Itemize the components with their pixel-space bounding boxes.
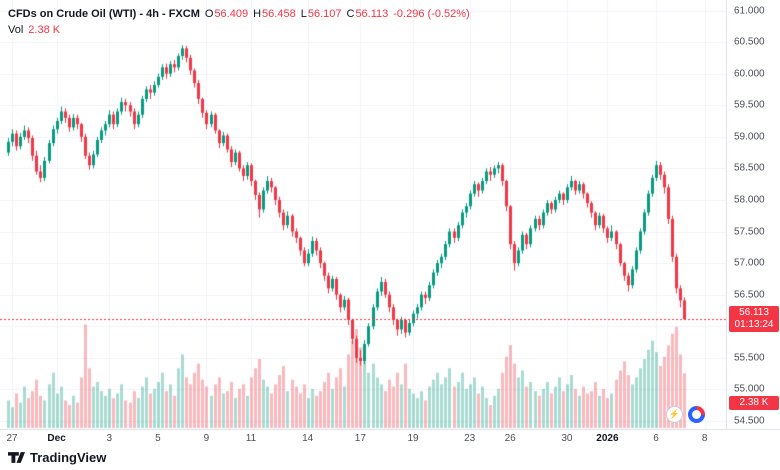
time-axis-label: 17 — [354, 433, 366, 444]
change-value: -0.296 (-0.52%) — [393, 8, 470, 20]
price-tick-label: 60.000 — [734, 68, 765, 80]
time-axis-label: 27 — [6, 433, 18, 444]
price-tick-label: 54.500 — [734, 415, 765, 427]
close-value: 56.113 — [355, 8, 389, 20]
open-value: 56.409 — [214, 8, 249, 20]
time-axis-label: 26 — [504, 433, 516, 444]
symbol-title[interactable]: CFDs on Crude Oil (WTI) - 4h - FXCM — [8, 8, 200, 20]
price-tick-label: 57.000 — [734, 257, 765, 269]
low-label: L — [300, 8, 307, 20]
time-axis-label: 6 — [653, 433, 659, 444]
market-gauge-icon[interactable] — [688, 406, 705, 423]
time-axis-label: 9 — [203, 433, 210, 444]
time-axis-label: 2026 — [596, 433, 619, 444]
volume-label: Vol — [8, 24, 24, 36]
lightning-icon: ⚡ — [668, 409, 681, 419]
price-tick-label: 61.000 — [734, 5, 765, 16]
price-tick-label: 60.500 — [734, 36, 765, 48]
close-label: C — [346, 8, 355, 20]
time-axis-label: Dec — [47, 433, 66, 444]
low-value: 56.107 — [307, 8, 342, 20]
price-tick-label: 58.500 — [734, 162, 765, 174]
time-axis-label: 5 — [155, 433, 161, 444]
time-axis-label: 19 — [407, 433, 419, 444]
time-axis-label: 11 — [245, 433, 257, 444]
price-tick-label: 58.000 — [734, 194, 765, 206]
time-axis-label: 3 — [106, 433, 113, 444]
last-price-badge: 56.113 01:13:24 — [729, 306, 779, 333]
price-axis[interactable]: 56.113 01:13:24 2.38 K 61.000 60.500 60.00… — [726, 0, 780, 429]
high-label: H — [253, 8, 262, 20]
chart-pane-canvas[interactable] — [0, 0, 726, 429]
price-tick-label: 59.500 — [734, 99, 765, 111]
last-volume-badge: 2.38 K — [729, 396, 779, 410]
fast-market-lightning-icon[interactable]: ⚡ — [666, 406, 683, 423]
time-axis-label: 23 — [464, 433, 476, 444]
time-axis-label: 14 — [302, 433, 314, 444]
price-tick-label: 57.500 — [734, 226, 765, 238]
bar-countdown: 01:13:24 — [734, 319, 774, 331]
tradingview-logo-text: TradingView — [30, 450, 107, 465]
open-label: O — [204, 8, 214, 20]
symbol-legend: CFDs on Crude Oil (WTI) - 4h - FXCM O 56.… — [8, 6, 470, 38]
price-tick-label: 56.500 — [734, 289, 765, 301]
chart-status-icons: ⚡ — [666, 406, 705, 423]
high-value: 56.458 — [262, 8, 296, 20]
price-tick-label: 59.000 — [734, 131, 765, 143]
time-axis-label: 8 — [701, 433, 708, 444]
tradingview-logo[interactable]: TradingView — [8, 450, 106, 465]
legend-ohlc-row: CFDs on Crude Oil (WTI) - 4h - FXCM O 56.… — [8, 6, 470, 22]
time-axis-label: 30 — [561, 433, 573, 444]
volume-value: 2.38 K — [28, 24, 61, 36]
price-tick-label: 55.500 — [734, 352, 765, 364]
last-price-value: 56.113 — [739, 307, 769, 319]
legend-volume-row: Vol 2.38 K — [8, 22, 470, 38]
time-axis[interactable]: 27 Dec 3 5 9 11 14 17 19 23 26 30 2026 6 8 — [0, 429, 780, 449]
tradingview-logo-icon — [8, 452, 25, 463]
price-tick-label: 55.000 — [734, 383, 765, 395]
